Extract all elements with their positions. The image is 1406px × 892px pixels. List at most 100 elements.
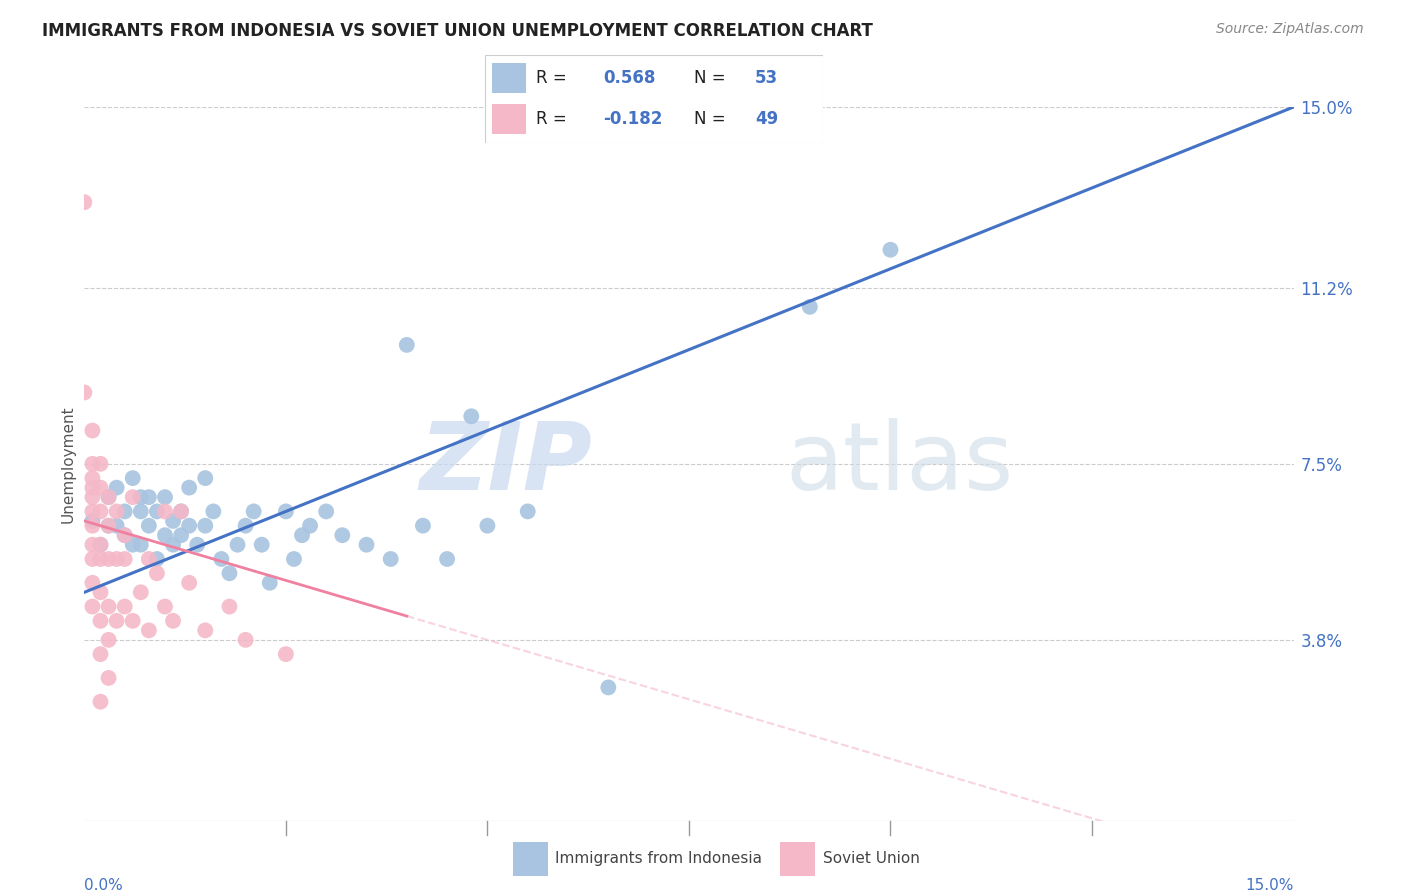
Point (283, 552, 305, 566)
Point (242, 504, 264, 518)
Point (82, 504, 104, 518)
Point (291, 528, 314, 542)
Point (82, 457, 104, 471)
Point (114, 528, 136, 542)
Text: 49: 49 (755, 110, 779, 128)
Point (138, 624, 160, 638)
FancyBboxPatch shape (492, 63, 526, 93)
Point (121, 490, 143, 504)
Point (179, 518, 201, 533)
Point (82, 481, 104, 495)
Point (153, 599, 176, 614)
Point (97, 518, 120, 533)
Point (516, 504, 538, 518)
Point (162, 514, 184, 528)
Text: 15.0%: 15.0% (1246, 878, 1294, 892)
Point (146, 552, 169, 566)
Point (97, 518, 120, 533)
Point (129, 504, 152, 518)
Point (153, 490, 176, 504)
Text: Source: ZipAtlas.com: Source: ZipAtlas.com (1216, 22, 1364, 37)
Point (218, 566, 240, 581)
Point (82, 424, 104, 438)
Text: atlas: atlas (786, 417, 1014, 510)
Point (73, 195, 96, 210)
Point (436, 552, 458, 566)
Point (170, 504, 193, 518)
FancyBboxPatch shape (485, 55, 823, 143)
Point (89, 585, 111, 599)
Point (202, 504, 225, 518)
Point (97, 490, 120, 504)
Point (250, 538, 273, 552)
Point (395, 338, 418, 352)
Point (170, 528, 193, 542)
Point (97, 490, 120, 504)
Point (235, 518, 257, 533)
Y-axis label: Unemployment: Unemployment (60, 405, 76, 523)
Point (879, 243, 901, 257)
Point (226, 538, 249, 552)
Point (153, 504, 176, 518)
Point (114, 599, 136, 614)
Point (89, 481, 111, 495)
Point (121, 538, 143, 552)
Point (460, 409, 482, 424)
Point (170, 504, 193, 518)
Point (89, 538, 111, 552)
Point (218, 599, 240, 614)
Text: IMMIGRANTS FROM INDONESIA VS SOVIET UNION UNEMPLOYMENT CORRELATION CHART: IMMIGRANTS FROM INDONESIA VS SOVIET UNIO… (42, 22, 873, 40)
Point (105, 552, 128, 566)
Point (82, 538, 104, 552)
Point (315, 504, 337, 518)
Point (114, 504, 136, 518)
Point (194, 471, 217, 485)
Point (82, 552, 104, 566)
Point (97, 632, 120, 647)
Point (146, 566, 169, 581)
Point (412, 518, 434, 533)
Point (129, 538, 152, 552)
Point (105, 518, 128, 533)
Point (97, 599, 120, 614)
FancyBboxPatch shape (492, 104, 526, 134)
Point (162, 538, 184, 552)
Text: Soviet Union: Soviet Union (823, 851, 920, 865)
Text: -0.182: -0.182 (603, 110, 662, 128)
Text: ZIP: ZIP (419, 417, 592, 510)
Text: R =: R = (536, 69, 567, 87)
Point (97, 552, 120, 566)
Text: Immigrants from Indonesia: Immigrants from Indonesia (555, 851, 762, 865)
Point (82, 490, 104, 504)
Point (82, 514, 104, 528)
Point (330, 528, 353, 542)
Point (121, 614, 143, 628)
Text: 53: 53 (755, 69, 778, 87)
Point (97, 671, 120, 685)
Point (598, 681, 620, 695)
Point (89, 695, 111, 709)
Point (121, 471, 143, 485)
Point (274, 647, 297, 661)
Point (82, 471, 104, 485)
Point (138, 490, 160, 504)
Point (179, 481, 201, 495)
Point (82, 518, 104, 533)
Point (129, 490, 152, 504)
Point (179, 575, 201, 590)
Point (138, 552, 160, 566)
Point (380, 552, 402, 566)
Point (114, 528, 136, 542)
Point (129, 585, 152, 599)
Point (89, 647, 111, 661)
Point (89, 614, 111, 628)
Text: N =: N = (695, 69, 725, 87)
Point (89, 457, 111, 471)
Point (799, 300, 821, 314)
Point (299, 518, 322, 533)
Point (105, 504, 128, 518)
Point (477, 518, 499, 533)
Point (89, 504, 111, 518)
Text: R =: R = (536, 110, 567, 128)
Text: 0.0%: 0.0% (84, 878, 124, 892)
